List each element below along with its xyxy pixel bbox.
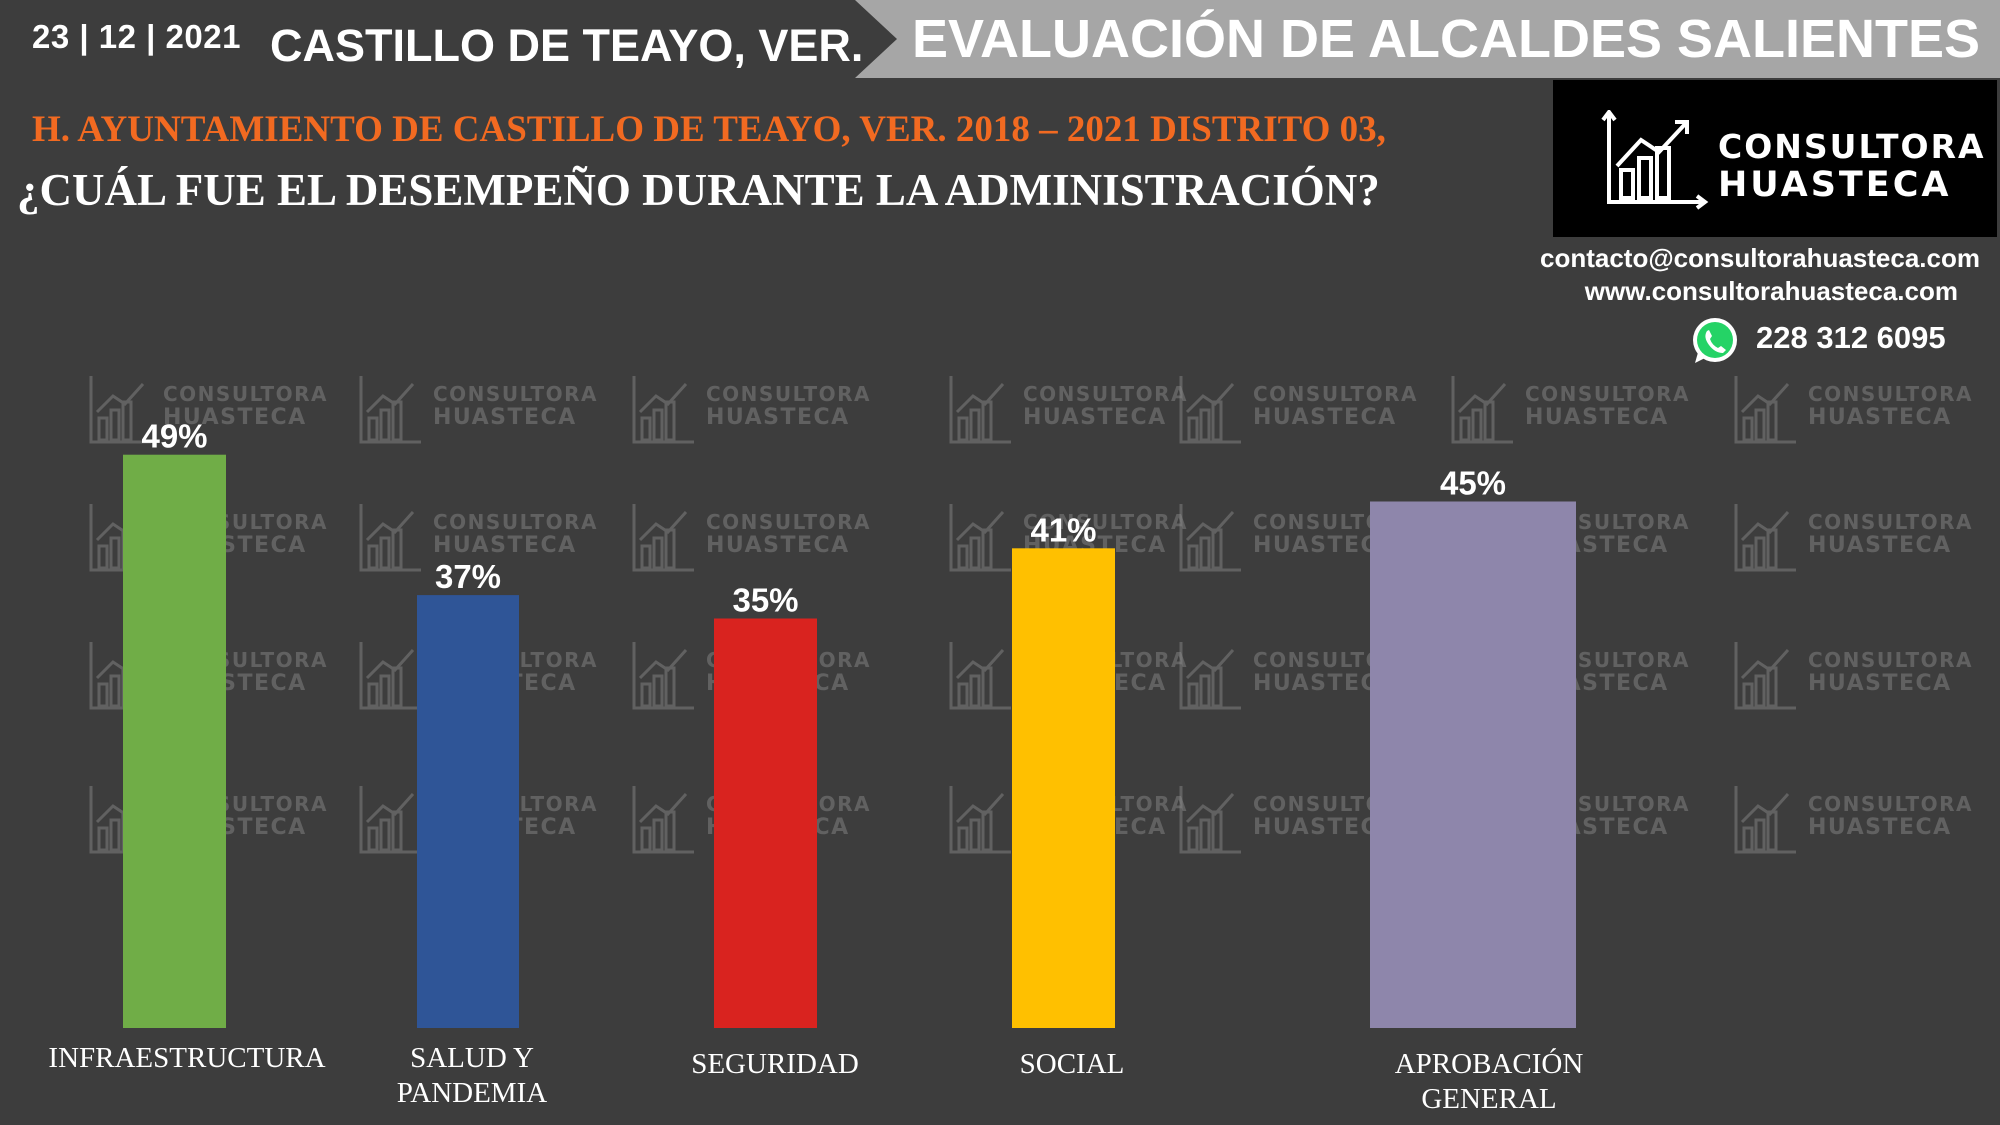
bar-1 xyxy=(123,454,226,1028)
category-label-2: SALUD Y PANDEMIA xyxy=(272,1041,672,1111)
category-label-4: SOCIAL xyxy=(872,1047,1272,1082)
data-label-1: 49% xyxy=(141,418,207,455)
contact-website[interactable]: www.consultorahuasteca.com xyxy=(1584,276,1958,306)
brand-logo: CONSULTORA HUASTECA xyxy=(1553,80,1997,237)
category-label-5: APROBACIÓN GENERAL xyxy=(1289,1047,1689,1117)
city-title: CASTILLO DE TEAYO, VER. xyxy=(270,20,864,71)
survey-question: ¿CUÁL FUE EL DESEMPEÑO DURANTE LA ADMINI… xyxy=(17,165,1380,215)
category-label-line: SOCIAL xyxy=(1019,1048,1125,1080)
category-label-line: APROBACIÓN xyxy=(1394,1048,1584,1080)
title-banner: EVALUACIÓN DE ALCALDES SALIENTES xyxy=(855,0,2000,78)
banner-shape xyxy=(855,0,2000,78)
banner-title: EVALUACIÓN DE ALCALDES SALIENTES xyxy=(912,9,1981,69)
bar-3 xyxy=(714,618,817,1028)
top-bar: 23 | 12 | 2021 CASTILLO DE TEAYO, VER. E… xyxy=(0,0,2000,78)
growth-chart-icon xyxy=(1601,110,1709,210)
category-label-1: INFRAESTRUCTURA xyxy=(0,1041,387,1076)
category-label-line: SEGURIDAD xyxy=(691,1048,859,1080)
category-label-line: SALUD Y xyxy=(410,1042,534,1074)
bar-4 xyxy=(1012,548,1115,1028)
data-label-2: 37% xyxy=(435,558,501,595)
date-label: 23 | 12 | 2021 xyxy=(32,18,241,55)
brand-line2: HUASTECA xyxy=(1718,165,1952,205)
data-label-4: 41% xyxy=(1030,511,1096,548)
category-label-line: INFRAESTRUCTURA xyxy=(48,1042,326,1074)
contact-email[interactable]: contacto@consultorahuasteca.com xyxy=(1539,243,1980,273)
bar-2 xyxy=(417,595,519,1028)
category-label-3: SEGURIDAD xyxy=(575,1047,975,1082)
data-label-5: 45% xyxy=(1440,465,1506,502)
chart-subtitle: H. AYUNTAMIENTO DE CASTILLO DE TEAYO, VE… xyxy=(32,109,1386,150)
brand-line1: CONSULTORA xyxy=(1718,127,1986,166)
data-label-3: 35% xyxy=(732,582,798,619)
category-label-line: GENERAL xyxy=(1421,1083,1557,1115)
contact-phone[interactable]: 228 312 6095 xyxy=(1756,320,1946,355)
whatsapp-icon xyxy=(1693,318,1737,363)
bar-5 xyxy=(1370,501,1576,1028)
category-label-line: PANDEMIA xyxy=(396,1077,548,1109)
